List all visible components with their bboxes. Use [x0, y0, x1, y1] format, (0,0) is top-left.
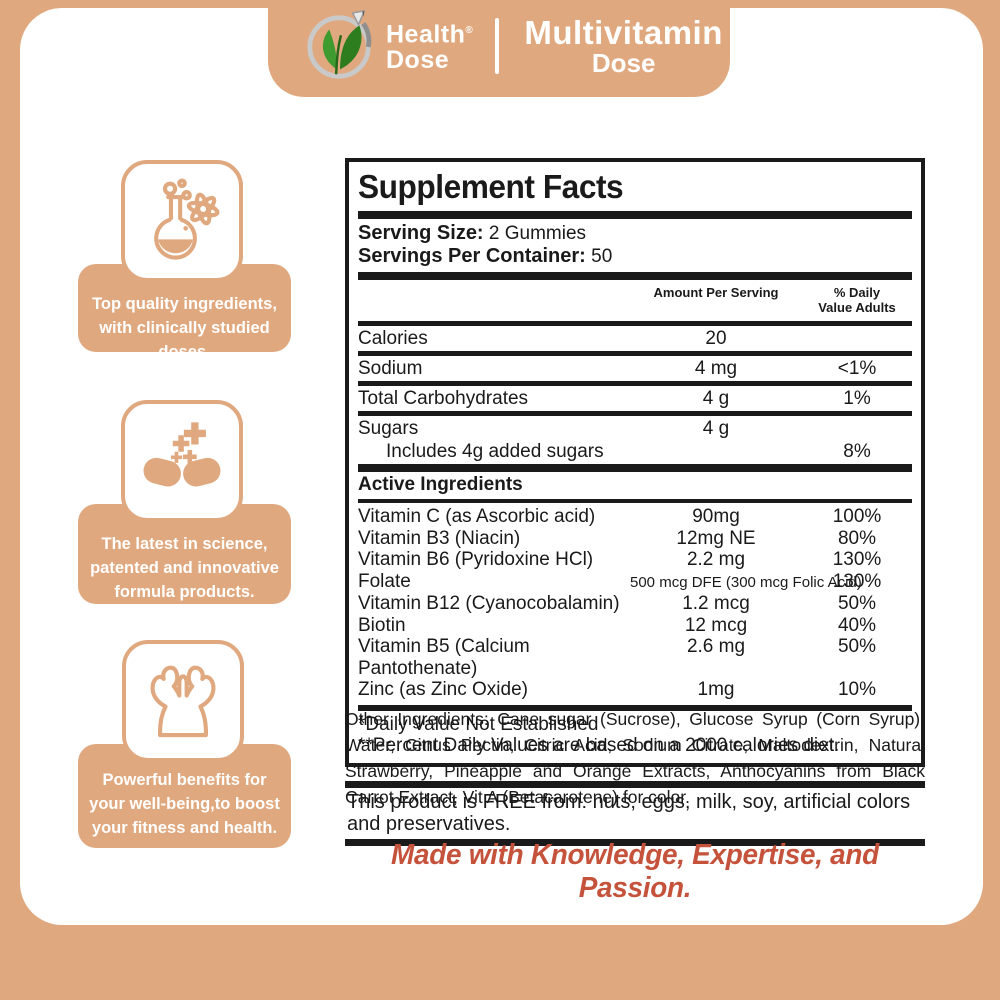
ingredient-amount: 2.6 mg	[686, 636, 746, 657]
active-ingredients-list: Vitamin C (as Ascorbic acid) 90mg 100% V…	[358, 503, 912, 705]
active-row-vitamin-b5: Vitamin B5 (Calcium Pantothenate) 2.6 mg…	[358, 636, 912, 679]
flask-atom-icon	[121, 160, 243, 282]
ingredient-dv: 130%	[832, 570, 882, 592]
ingredient-name: Folate	[358, 570, 411, 592]
serving-size-value: 2 Gummies	[488, 223, 587, 244]
col-daily-value: % Daily Value Adults	[818, 285, 896, 315]
header: Health® Dose Multivitamin Dose	[268, 0, 730, 97]
servings-per-container-value: 50	[591, 246, 613, 267]
ingredient-amount: 2.2 mg	[686, 549, 746, 570]
nutrient-row-sugars: Sugars 4 g	[358, 416, 912, 440]
divider-bar	[358, 411, 912, 416]
active-row-biotin: Biotin 12 mcg 40%	[358, 615, 912, 637]
active-row-folate: Folate 500 mcg DFE (300 mcg Folic Acid) …	[358, 571, 912, 594]
ingredient-name: Vitamin B12 (Cyanocobalamin)	[358, 593, 620, 614]
divider-bar	[358, 499, 912, 503]
ingredient-dv: 130%	[832, 549, 882, 570]
nutrient-name: Sugars	[358, 418, 419, 439]
product-line1: Multivitamin	[524, 13, 723, 51]
active-row-vitamin-b3: Vitamin B3 (Niacin) 12mg NE 80%	[358, 528, 912, 550]
ingredient-amount: 1mg	[697, 679, 735, 700]
benefit-text-fitness: Powerful benefits for your well-being,to…	[89, 771, 280, 837]
nutrient-name: Total Carbohydrates	[358, 388, 529, 409]
other-ingredients: Other Ingredients: Cane sugar (Sucrose),…	[345, 709, 925, 807]
divider-bar	[358, 381, 912, 386]
footnote-percent: **Percent Daily Values are based on a 20…	[358, 734, 840, 756]
nutrient-amount: 4 mg	[694, 358, 738, 379]
ingredient-name: Vitamin B5 (Calcium Pantothenate)	[358, 636, 530, 679]
nutrient-name: Sodium	[358, 358, 423, 379]
ingredient-amount: 12 mcg	[684, 614, 748, 636]
nutrient-dv: 1%	[843, 388, 871, 409]
nutrient-name: Calories	[358, 328, 428, 349]
header-divider	[495, 17, 500, 74]
product-title: Multivitamin Dose	[517, 13, 730, 78]
capsules-icon	[121, 400, 243, 522]
nutrient-row-carbohydrates: Total Carbohydrates 4 g 1%	[358, 386, 912, 411]
nutrient-row-calories: Calories 20	[358, 326, 912, 351]
active-row-zinc: Zinc (as Zinc Oxide) 1mg 10%	[358, 679, 912, 701]
nutrient-dv: <1%	[837, 358, 877, 379]
active-row-vitamin-b6: Vitamin B6 (Pyridoxine HCl) 2.2 mg 130%	[358, 549, 912, 571]
divider-bar	[358, 272, 912, 280]
nutrient-name: Includes 4g added sugars	[386, 441, 604, 462]
nutrient-amount: 4 g	[702, 418, 730, 439]
ingredient-dv: 10%	[837, 679, 877, 700]
ingredient-amount: 500 mcg DFE (300 mcg Folic Acid)	[630, 573, 862, 591]
serving-size-label: Serving Size:	[358, 222, 484, 244]
divider-bar	[358, 351, 912, 356]
footnotes: *Daily Value Not Established **Percent D…	[358, 711, 912, 758]
ingredient-name: Vitamin B6 (Pyridoxine HCl)	[358, 549, 594, 570]
ingredient-dv: 40%	[837, 614, 877, 636]
brand-line2: Dose	[386, 46, 450, 75]
active-row-vitamin-b12: Vitamin B12 (Cyanocobalamin) 1.2 mcg 50%	[358, 593, 912, 615]
ingredient-name: Biotin	[358, 614, 406, 636]
leaf-ring-logo-icon	[302, 9, 376, 83]
muscle-flex-icon	[122, 640, 244, 762]
ingredient-dv: 50%	[837, 593, 877, 614]
nutrient-row-added-sugars: Includes 4g added sugars 8%	[358, 440, 912, 464]
ingredient-amount: 1.2 mcg	[682, 593, 750, 614]
benefit-text-science: The latest in science, patented and inno…	[90, 535, 279, 601]
divider-bar	[358, 704, 912, 711]
registered-mark: ®	[465, 24, 474, 36]
facts-title: Supplement Facts	[358, 168, 624, 205]
nutrient-amount: 20	[705, 328, 727, 349]
supplement-facts-panel: Supplement Facts Serving Size: 2 Gummies…	[345, 158, 925, 767]
ingredient-dv: 50%	[837, 636, 877, 657]
brand-line1: Health	[386, 20, 466, 49]
ingredient-name: Vitamin B3 (Niacin)	[358, 527, 521, 549]
nutrient-dv: 8%	[843, 441, 871, 462]
ingredient-name: Zinc (as Zinc Oxide)	[358, 679, 528, 700]
ingredient-dv: 80%	[837, 527, 877, 549]
col-amount-per-serving: Amount Per Serving	[653, 285, 779, 300]
tagline: Made with Knowledge, Expertise, and Pass…	[391, 839, 879, 904]
footnote-dv: *Daily Value Not Established	[358, 713, 599, 735]
active-row-vitamin-c: Vitamin C (as Ascorbic acid) 90mg 100%	[358, 506, 912, 528]
free-from-statement: This product is FREE from: nuts, eggs, m…	[345, 781, 925, 846]
active-ingredients-header: Active Ingredients	[358, 474, 523, 495]
benefit-text-quality: Top quality ingredients, with clinically…	[92, 295, 277, 361]
servings-per-container-label: Servings Per Container:	[358, 245, 586, 267]
column-headers: Amount Per Serving % Daily Value Adults	[358, 280, 912, 321]
ingredient-amount: 90mg	[692, 506, 740, 527]
brand-name: Health® Dose	[386, 18, 473, 73]
divider-bar	[358, 321, 912, 326]
nutrient-amount: 4 g	[702, 388, 730, 409]
divider-bar	[358, 211, 912, 219]
serving-info: Serving Size: 2 Gummies Servings Per Con…	[358, 219, 912, 272]
ingredient-name: Vitamin C (as Ascorbic acid)	[358, 506, 596, 527]
ingredient-amount: 12mg NE	[676, 527, 756, 549]
product-line2: Dose	[591, 47, 656, 78]
ingredient-dv: 100%	[832, 506, 882, 527]
divider-bar	[358, 464, 912, 472]
nutrient-row-sodium: Sodium 4 mg <1%	[358, 356, 912, 381]
